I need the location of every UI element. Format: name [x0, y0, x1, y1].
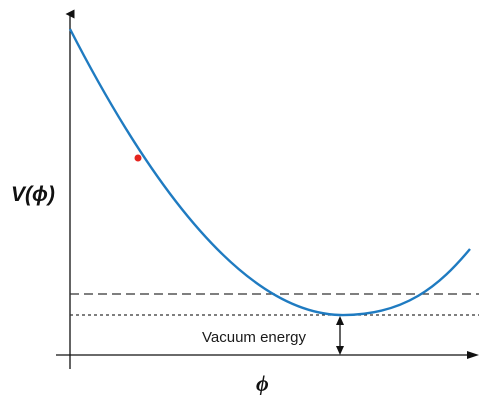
vacuum-energy-arrow-top	[336, 316, 344, 325]
field-position-dot	[134, 154, 142, 162]
potential-curve	[68, 28, 471, 317]
y-axis-label: V(ϕ)	[11, 183, 55, 206]
x-axis-arrowhead	[467, 351, 479, 359]
x-axis-label: ϕ	[256, 371, 269, 395]
vacuum-energy-arrow-bottom	[336, 346, 344, 355]
vacuum-energy-label: Vacuum energy	[202, 329, 306, 346]
